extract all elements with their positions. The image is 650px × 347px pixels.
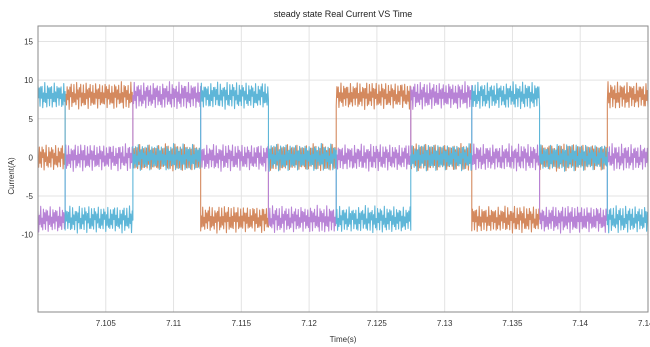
x-tick-label: 7.135 bbox=[502, 319, 523, 328]
y-axis-label: Current(A) bbox=[7, 157, 16, 195]
y-tick-label: -10 bbox=[21, 231, 33, 240]
series-layer bbox=[37, 81, 649, 234]
y-tick-label: 10 bbox=[24, 76, 33, 85]
ticks: 15 10 5 0 -5 -10 7.105 7.11 7.115 7.12 7.125 7.13 7.… bbox=[21, 37, 650, 328]
y-tick-label: 5 bbox=[29, 115, 34, 124]
x-tick-label: 7.11 bbox=[166, 319, 182, 328]
y-tick-label: 0 bbox=[29, 153, 34, 162]
series-line-3 bbox=[37, 81, 649, 234]
x-tick-label: 7.105 bbox=[96, 319, 117, 328]
series-line-2 bbox=[37, 81, 649, 234]
x-tick-label: 7.12 bbox=[301, 319, 317, 328]
chart-title: steady state Real Current VS Time bbox=[274, 9, 413, 19]
x-tick-label: 7.13 bbox=[437, 319, 453, 328]
x-axis-label: Time(s) bbox=[330, 335, 357, 344]
x-tick-label: 7.115 bbox=[232, 319, 252, 328]
x-tick-label: 7.145 bbox=[638, 319, 650, 328]
x-tick-label: 7.125 bbox=[367, 319, 388, 328]
plot-frame bbox=[37, 25, 649, 313]
y-tick-label: -5 bbox=[26, 192, 34, 201]
grid bbox=[38, 26, 649, 312]
x-tick-label: 7.14 bbox=[572, 319, 588, 328]
y-tick-label: 15 bbox=[24, 37, 33, 46]
